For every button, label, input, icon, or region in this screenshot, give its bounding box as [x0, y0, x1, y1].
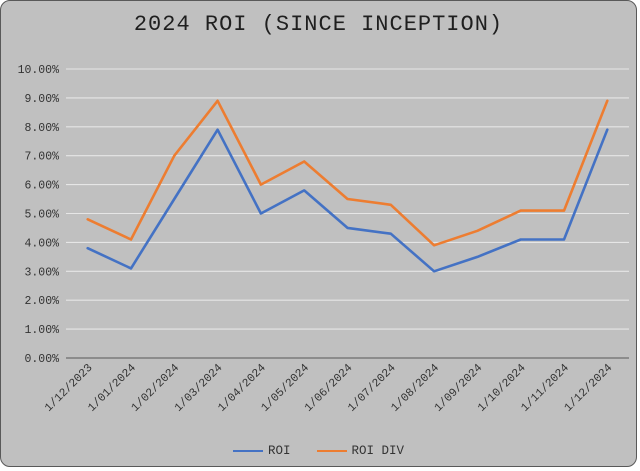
- y-tick-label: 10.00%: [18, 64, 60, 77]
- legend-label-roi-div: ROI DIV: [351, 444, 405, 458]
- y-tick-label: 1.00%: [24, 324, 59, 337]
- y-tick-label: 8.00%: [24, 122, 59, 135]
- y-tick-label: 3.00%: [24, 266, 59, 279]
- chart-title: 2024 ROI (SINCE INCEPTION): [133, 12, 504, 37]
- roi-div-line-swatch: [316, 450, 347, 452]
- y-tick-label: 2.00%: [24, 295, 59, 308]
- y-tick-label: 7.00%: [24, 151, 59, 164]
- y-tick-label: 9.00%: [24, 93, 59, 106]
- legend-label-roi: ROI: [267, 444, 291, 458]
- series-line-roi-div: [86, 99, 609, 247]
- y-tick-label: 4.00%: [24, 237, 59, 250]
- legend-item-roi-div: ROI DIV: [316, 444, 405, 458]
- series-line-roi: [86, 128, 609, 273]
- y-tick-label: 0.00%: [24, 353, 59, 366]
- y-tick-label: 5.00%: [24, 209, 59, 222]
- legend: ROI ROI DIV: [1, 444, 636, 458]
- roi-line-swatch: [232, 450, 263, 452]
- legend-item-roi: ROI: [232, 444, 291, 458]
- y-tick-label: 6.00%: [24, 180, 59, 193]
